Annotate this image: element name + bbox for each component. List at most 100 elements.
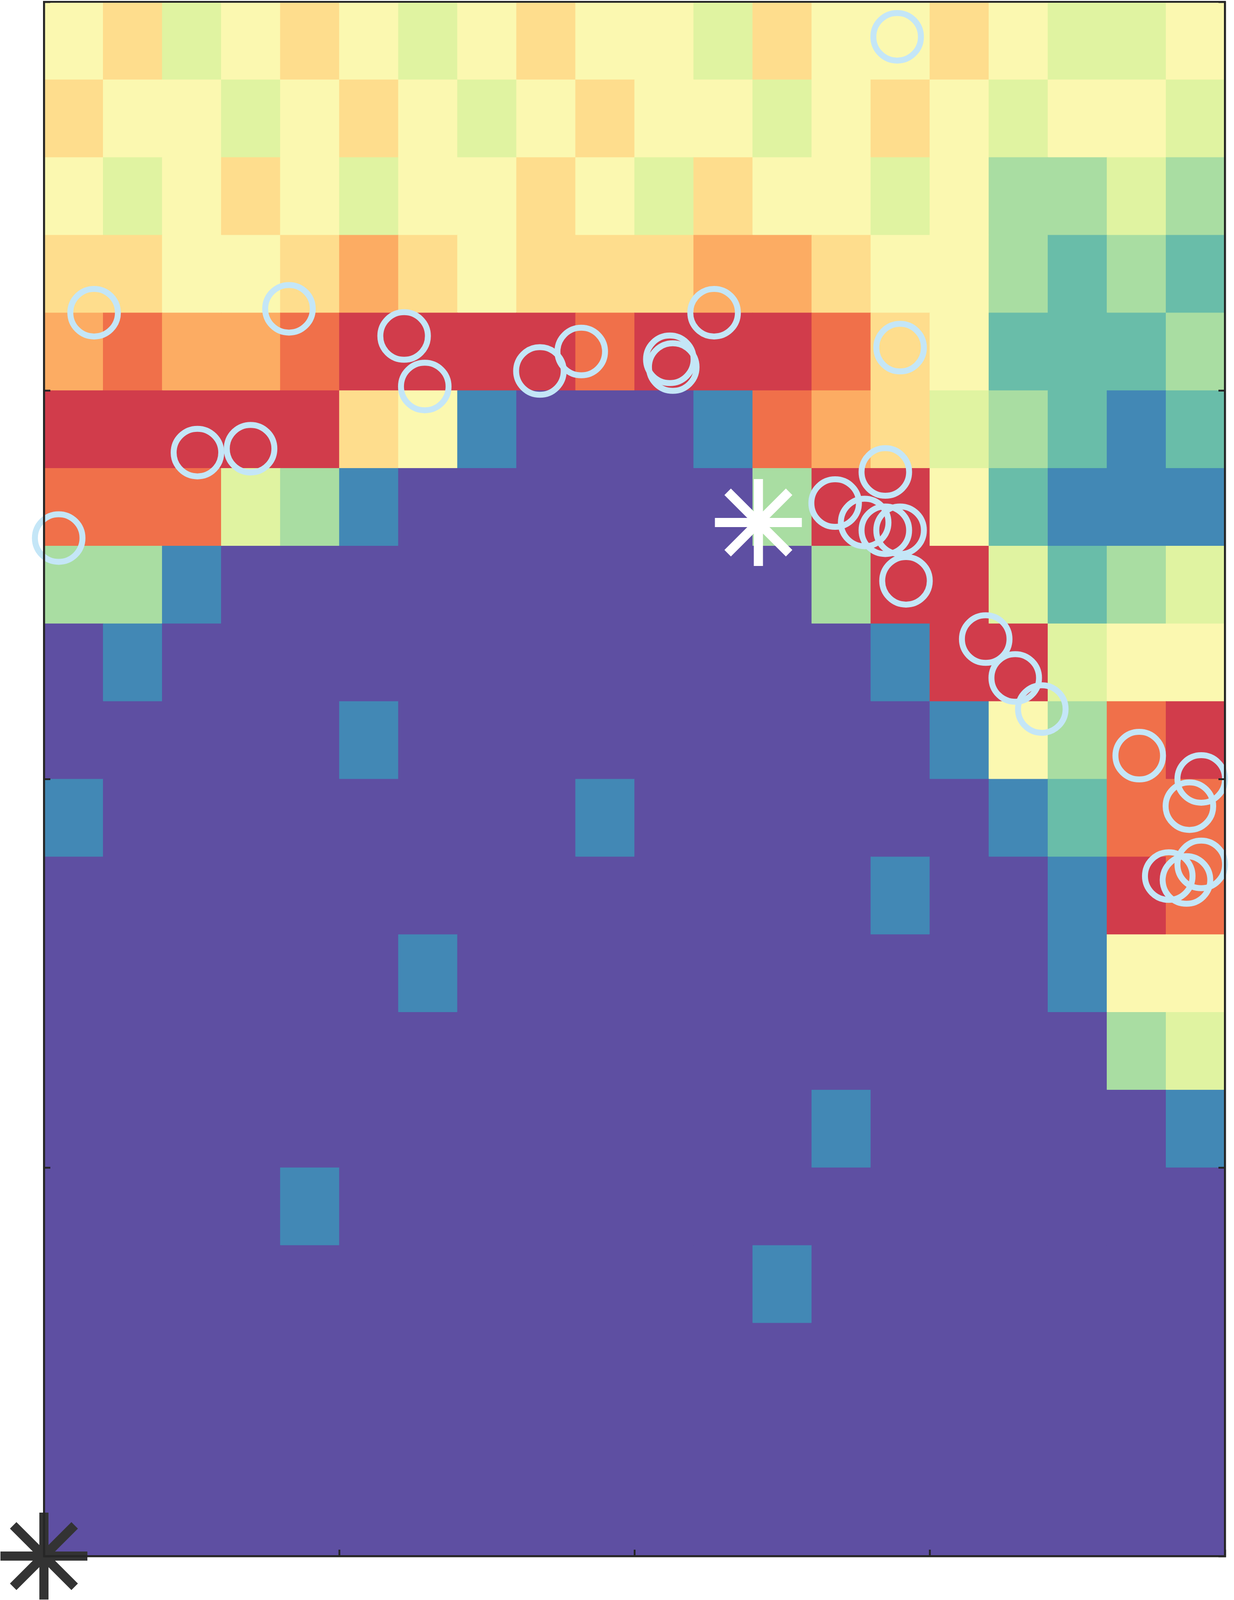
- heat-cell: [1106, 1012, 1167, 1091]
- heat-cell: [398, 1, 458, 81]
- heat-cell: [43, 1, 104, 81]
- heat-cell: [516, 1167, 576, 1246]
- heat-cell: [398, 1167, 458, 1246]
- circle-marker: [400, 362, 449, 411]
- heat-cell: [516, 1245, 576, 1324]
- heat-cell: [161, 235, 222, 314]
- circle-marker: [648, 343, 697, 391]
- tick-mark: [1218, 1166, 1225, 1169]
- heat-cell: [102, 468, 163, 547]
- heat-cell: [752, 934, 813, 1013]
- heat-cell: [457, 468, 517, 547]
- heat-cell: [929, 235, 990, 314]
- heat-cell: [339, 856, 399, 935]
- heat-cell: [870, 1, 931, 81]
- heat-cell: [339, 701, 399, 780]
- heat-cell: [752, 1322, 813, 1402]
- tick: [1218, 1167, 1225, 1169]
- heat-cell: [693, 1245, 754, 1324]
- heat-cell: [752, 390, 813, 469]
- heat-cell: [43, 157, 104, 236]
- heat-cell: [693, 390, 754, 469]
- tick: [43, 779, 51, 780]
- heat-cell: [752, 779, 813, 858]
- heat-cell: [457, 1478, 517, 1557]
- heat-cell: [1047, 468, 1108, 547]
- heat-cell: [929, 79, 990, 158]
- heat-cell: [516, 468, 576, 547]
- heat-cell: [811, 1, 872, 81]
- heat-cell: [457, 856, 517, 935]
- tick-mark: [43, 778, 51, 781]
- heat-cell: [752, 1167, 813, 1246]
- heat-cell: [1165, 1, 1225, 81]
- axis-line: [44, 2, 51, 1557]
- heat-cell: [634, 157, 695, 236]
- heat-cell: [457, 1245, 517, 1324]
- heat-cell: [220, 779, 281, 858]
- circle-marker: [173, 428, 222, 477]
- heat-cell: [161, 934, 222, 1013]
- heat-cell: [457, 235, 517, 314]
- heat-cell: [634, 1, 695, 81]
- heat-cell: [43, 1167, 104, 1246]
- heat-cell: [220, 1478, 281, 1557]
- heat-cell: [1047, 157, 1108, 236]
- heat-cell: [280, 157, 340, 236]
- heat-cell: [811, 934, 872, 1013]
- heat-cell: [693, 235, 754, 314]
- heat-cell: [870, 1012, 931, 1091]
- heat-cell: [1047, 1245, 1108, 1324]
- heat-cell: [102, 1322, 163, 1402]
- heat-cell: [220, 545, 281, 625]
- heat-cell: [280, 1322, 340, 1402]
- heat-cell: [398, 1089, 458, 1169]
- heat-cell: [575, 1089, 635, 1169]
- heat-cell: [929, 856, 990, 935]
- heat-cell: [43, 468, 104, 547]
- heat-cell: [811, 79, 872, 158]
- heat-cell: [634, 1012, 695, 1091]
- heat-cell: [575, 1322, 635, 1402]
- heat-cell: [102, 1012, 163, 1091]
- heat-cell: [457, 79, 517, 158]
- heat-cell: [43, 390, 104, 469]
- heat-cell: [929, 701, 990, 780]
- circle-marker: [1165, 782, 1214, 830]
- heat-cell: [929, 1012, 990, 1091]
- heat-cell: [280, 1089, 340, 1169]
- heat-cell: [220, 1245, 281, 1324]
- heat-cell: [339, 235, 399, 314]
- heat-cell: [161, 1478, 222, 1557]
- heat-cell: [929, 934, 990, 1013]
- chart: [0, 0, 1234, 1600]
- heat-cell: [398, 623, 458, 702]
- heat-cell: [988, 1, 1049, 81]
- heat-cell: [339, 157, 399, 236]
- heat-cell: [1047, 390, 1108, 469]
- heat-cell: [929, 1322, 990, 1402]
- heat-cell: [1106, 1245, 1167, 1324]
- heat-cell: [811, 779, 872, 858]
- heat-cell: [634, 312, 695, 391]
- heat-cell: [870, 701, 931, 780]
- heat-cell: [1106, 545, 1167, 625]
- heat-cell: [634, 79, 695, 158]
- heat-cell: [693, 1012, 754, 1091]
- heat-cell: [1106, 1400, 1167, 1479]
- heat-cell: [339, 545, 399, 625]
- heat-cell: [1165, 390, 1225, 469]
- heat-cell: [752, 79, 813, 158]
- heat-cell: [102, 779, 163, 858]
- heat-cell: [575, 1478, 635, 1557]
- heat-cell: [575, 468, 635, 547]
- heat-cell: [693, 856, 754, 935]
- heat-cell: [220, 1400, 281, 1479]
- heat-cell: [988, 157, 1049, 236]
- tick: [43, 1167, 51, 1169]
- heat-cell: [43, 701, 104, 780]
- heat-cell: [575, 1, 635, 81]
- tick: [929, 1549, 931, 1557]
- heat-cell: [1047, 934, 1108, 1013]
- plot: [0, 1, 1226, 1600]
